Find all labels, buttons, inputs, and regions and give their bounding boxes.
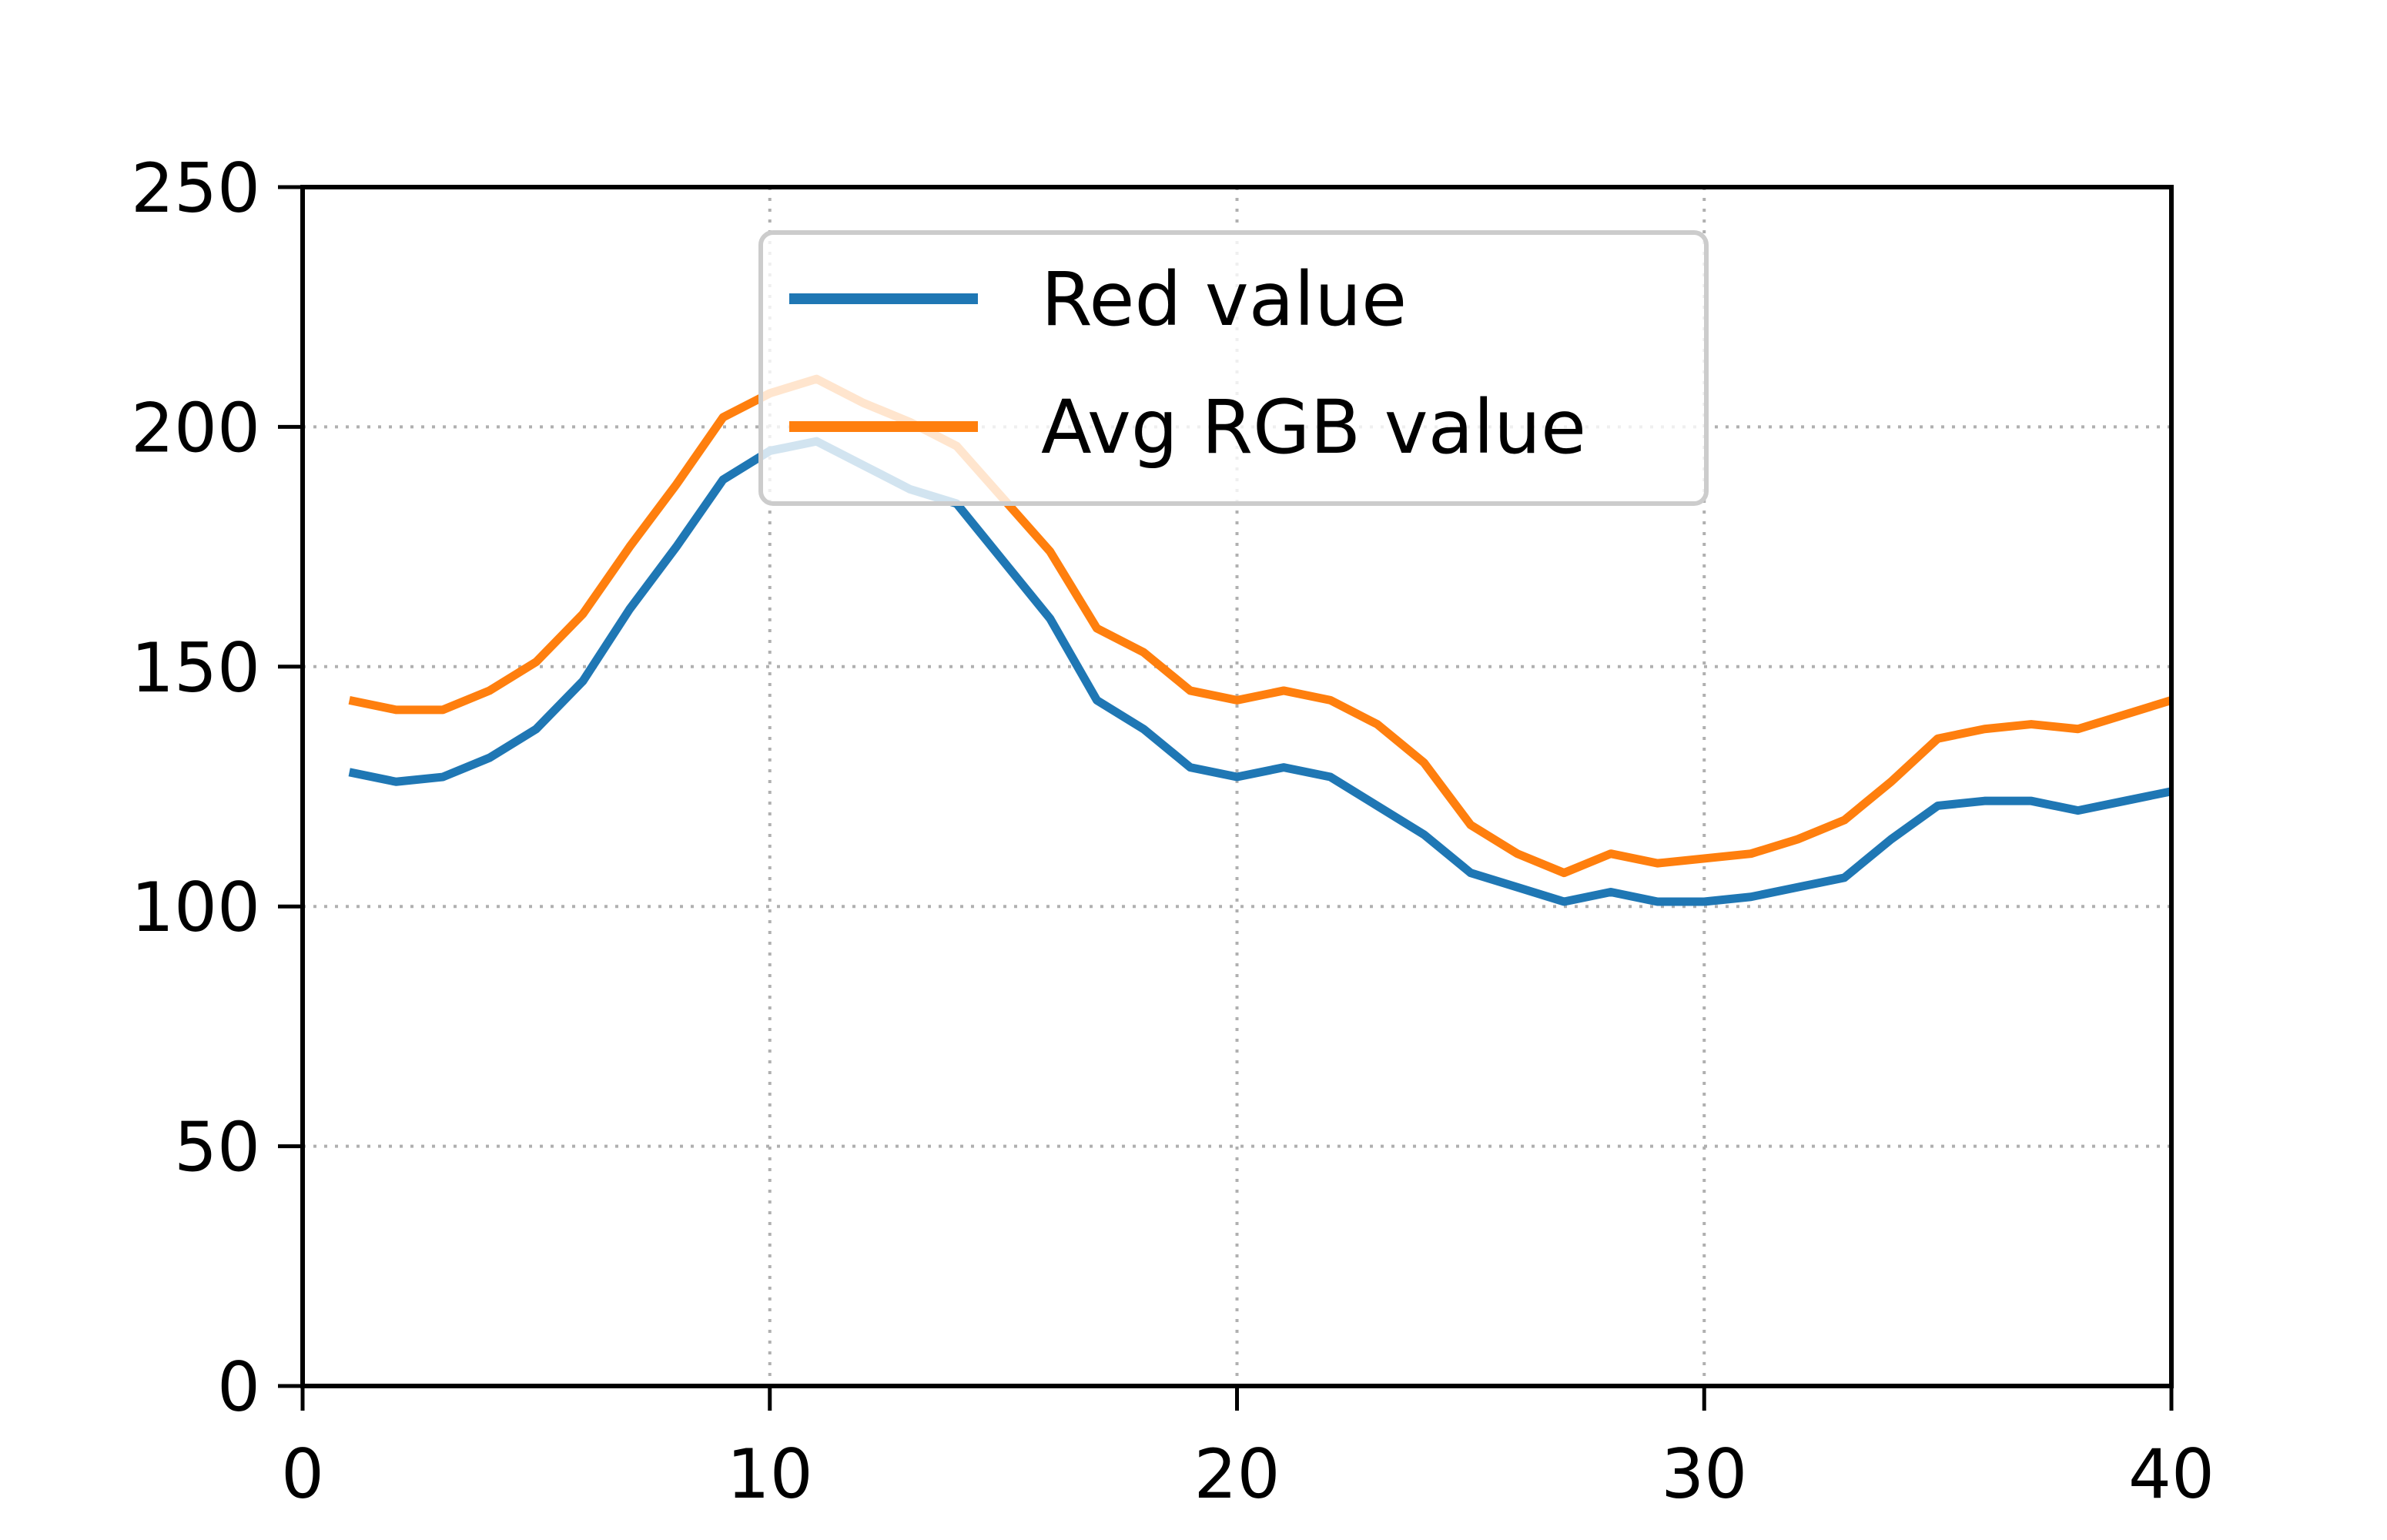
legend-label: Avg RGB value: [1041, 384, 1586, 470]
x-tick-label: 10: [727, 1435, 813, 1514]
y-tick-label: 200: [131, 388, 260, 467]
x-tick-label: 30: [1661, 1435, 1747, 1514]
x-tick-label: 40: [2128, 1435, 2215, 1514]
legend-box: [758, 230, 1709, 506]
x-tick-label: 0: [281, 1435, 324, 1514]
y-tick-label: 150: [131, 628, 260, 708]
series-lines: [348, 374, 2173, 906]
series-line-2: [348, 374, 2173, 878]
legend: Red value Avg RGB value: [758, 230, 1709, 506]
y-tick-label: 0: [217, 1348, 260, 1427]
series-line-1: [348, 437, 2173, 906]
legend-label: Red value: [1041, 256, 1407, 343]
y-tick-label: 100: [131, 868, 260, 947]
axis-ticks: 0 10 20 30 40 0 50 100 150 200 250: [131, 149, 2215, 1514]
x-tick-label: 20: [1194, 1435, 1281, 1514]
y-tick-label: 50: [174, 1108, 260, 1187]
y-tick-label: 250: [131, 149, 260, 228]
